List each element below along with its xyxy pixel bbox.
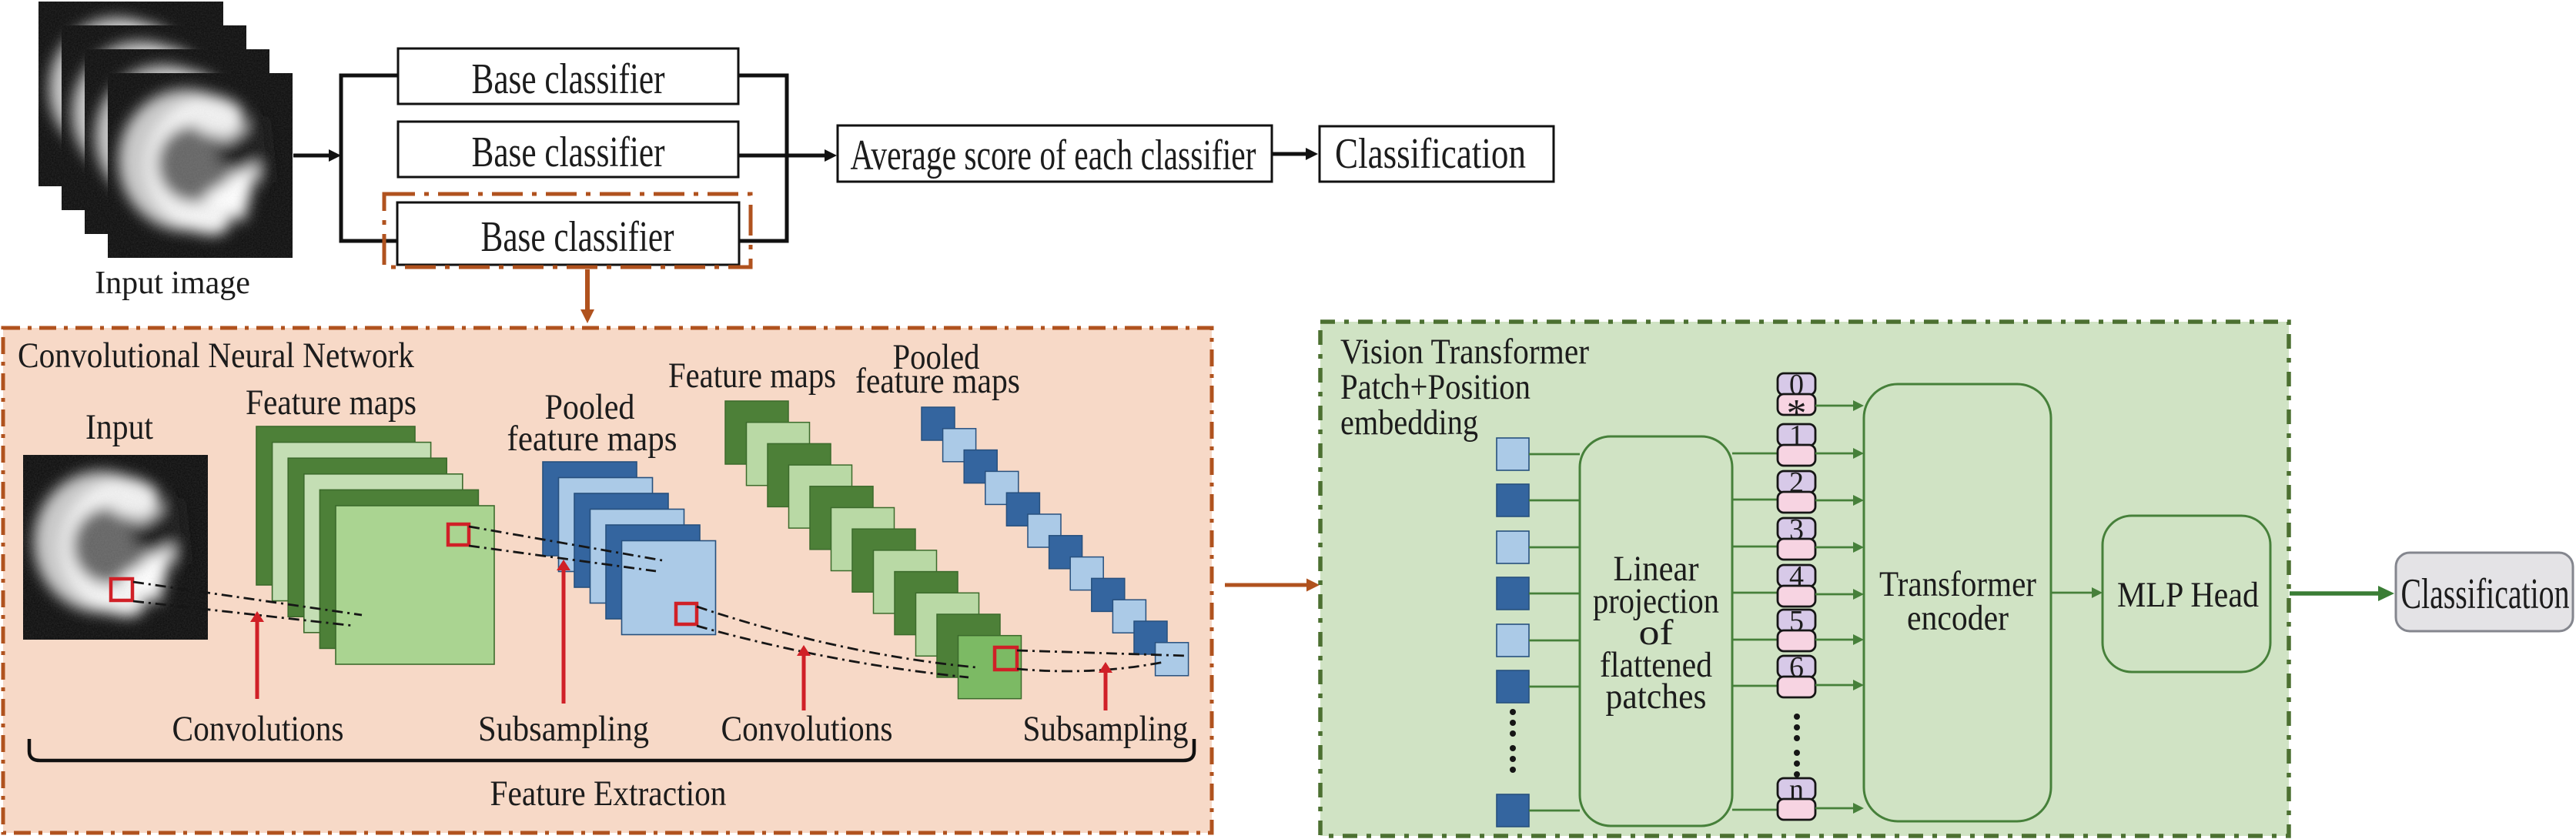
svg-text:Convolutions: Convolutions: [721, 709, 893, 749]
svg-text:Feature maps: Feature maps: [668, 356, 836, 396]
svg-text:Input image: Input image: [95, 266, 250, 301]
svg-text:5: 5: [1789, 605, 1804, 637]
svg-text:encoder: encoder: [1907, 598, 2009, 638]
svg-text:Convolutions: Convolutions: [172, 709, 344, 749]
svg-text:Pooled: Pooled: [893, 337, 980, 377]
svg-text:0: 0: [1789, 369, 1804, 401]
svg-text:Subsampling: Subsampling: [1023, 709, 1189, 749]
svg-text:embedding: embedding: [1340, 403, 1478, 443]
svg-text:2: 2: [1789, 466, 1804, 499]
svg-text:MLP Head: MLP Head: [2117, 575, 2259, 615]
svg-text:4: 4: [1789, 560, 1804, 593]
svg-text:6: 6: [1789, 651, 1804, 684]
svg-text:Feature Extraction: Feature Extraction: [490, 774, 727, 814]
svg-text:flattened: flattened: [1600, 645, 1712, 685]
svg-text:Base classifier: Base classifier: [472, 55, 665, 103]
svg-text:Average score of each classifi: Average score of each classifier: [851, 132, 1256, 179]
svg-text:*: *: [1787, 392, 1807, 436]
svg-text:Input: Input: [85, 407, 153, 447]
svg-text:Base classifier: Base classifier: [481, 213, 674, 261]
svg-text:Classification: Classification: [1335, 130, 1526, 178]
svg-text:Pooled: Pooled: [545, 387, 635, 427]
svg-text:Transformer: Transformer: [1879, 564, 2036, 604]
svg-text:feature maps: feature maps: [507, 419, 677, 459]
svg-text:1: 1: [1789, 420, 1804, 452]
svg-text:feature maps: feature maps: [855, 361, 1020, 401]
svg-text:n: n: [1789, 774, 1804, 806]
svg-text:of: of: [1639, 613, 1674, 653]
svg-text:Base classifier: Base classifier: [472, 129, 665, 176]
svg-text:patches: patches: [1606, 677, 1707, 717]
svg-text:projection: projection: [1593, 581, 1719, 621]
svg-text:Classification: Classification: [2401, 570, 2570, 618]
svg-text:Patch+Position: Patch+Position: [1340, 367, 1531, 407]
svg-text:Linear: Linear: [1614, 549, 1699, 589]
svg-text:Convolutional Neural Network: Convolutional Neural Network: [18, 336, 414, 376]
svg-text:Vision Transformer: Vision Transformer: [1340, 332, 1589, 372]
svg-text:3: 3: [1789, 513, 1804, 546]
svg-text:Feature maps: Feature maps: [246, 383, 417, 423]
svg-text:Subsampling: Subsampling: [478, 709, 649, 749]
